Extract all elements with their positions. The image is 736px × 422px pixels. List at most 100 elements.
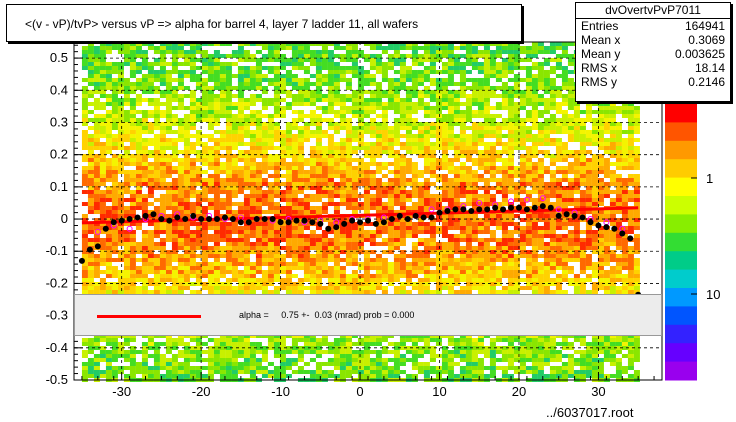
heatmap-cell [597, 202, 604, 206]
heatmap-cell [303, 274, 310, 278]
heatmap-cell [171, 142, 178, 146]
heatmap-cell [609, 134, 616, 138]
heatmap-cell [81, 202, 88, 206]
heatmap-cell [507, 78, 514, 82]
heatmap-cell [201, 210, 208, 214]
heatmap-cell [81, 154, 88, 158]
heatmap-cell [441, 102, 448, 106]
heatmap-cell [105, 226, 112, 230]
heatmap-cell [159, 198, 166, 202]
heatmap-cell [423, 282, 430, 286]
heatmap-cell [345, 202, 352, 206]
heatmap-cell [291, 258, 298, 262]
heatmap-cell [195, 238, 202, 242]
heatmap-cell [291, 82, 298, 86]
heatmap-cell [615, 218, 622, 222]
heatmap-cell [237, 98, 244, 102]
heatmap-cell [441, 54, 448, 58]
heatmap-cell [291, 206, 298, 210]
heatmap-cell [621, 246, 628, 250]
heatmap-cell [153, 150, 160, 154]
heatmap-cell [297, 66, 304, 70]
heatmap-cell [213, 110, 220, 114]
heatmap-cell [471, 138, 478, 142]
heatmap-cell [537, 150, 544, 154]
heatmap-cell [531, 138, 538, 142]
heatmap-cell [537, 138, 544, 142]
heatmap-cell [195, 266, 202, 270]
heatmap-cell [399, 210, 406, 214]
heatmap-cell [531, 274, 538, 278]
heatmap-cell [387, 142, 394, 146]
heatmap-cell [117, 66, 124, 70]
heatmap-cell [453, 90, 460, 94]
heatmap-cell [183, 242, 190, 246]
heatmap-cell [261, 66, 268, 70]
heatmap-cell [93, 122, 100, 126]
heatmap-cell [345, 206, 352, 210]
heatmap-cell [273, 194, 280, 198]
heatmap-cell [177, 98, 184, 102]
heatmap-cell [531, 50, 538, 54]
heatmap-cell [567, 182, 574, 186]
heatmap-cell [117, 122, 124, 126]
heatmap-cell [327, 174, 334, 178]
heatmap-cell [429, 66, 436, 70]
heatmap-cell [609, 242, 616, 246]
heatmap-cell [129, 230, 136, 234]
heatmap-cell [549, 278, 556, 282]
heatmap-cell [345, 198, 352, 202]
heatmap-cell [597, 166, 604, 170]
heatmap-cell [393, 122, 400, 126]
heatmap-cell [543, 118, 550, 122]
heatmap-cell [585, 202, 592, 206]
heatmap-cell [507, 158, 514, 162]
heatmap-cell [459, 102, 466, 106]
heatmap-cell [561, 270, 568, 274]
heatmap-cell [549, 210, 556, 214]
heatmap-cell [237, 262, 244, 266]
heatmap-cell [291, 74, 298, 78]
heatmap-cell [237, 58, 244, 62]
heatmap-cell [99, 242, 106, 246]
heatmap-cell [189, 146, 196, 150]
heatmap-cell [123, 102, 130, 106]
heatmap-cell [93, 262, 100, 266]
heatmap-cell [255, 242, 262, 246]
heatmap-cell [135, 222, 142, 226]
heatmap-cell [423, 54, 430, 58]
heatmap-cell [207, 58, 214, 62]
heatmap-cell [543, 278, 550, 282]
heatmap-cell [225, 270, 232, 274]
heatmap-cell [105, 170, 112, 174]
heatmap-cell [231, 114, 238, 118]
heatmap-cell [351, 110, 358, 114]
heatmap-cell [285, 126, 292, 130]
heatmap-cell [303, 54, 310, 58]
heatmap-cell [567, 282, 574, 286]
heatmap-cell [411, 246, 418, 250]
heatmap-cell [489, 62, 496, 66]
heatmap-cell [81, 278, 88, 282]
heatmap-cell [585, 242, 592, 246]
heatmap-cell [153, 246, 160, 250]
heatmap-cell [423, 246, 430, 250]
heatmap-cell [519, 170, 526, 174]
heatmap-cell [159, 214, 166, 218]
heatmap-cell [93, 226, 100, 230]
heatmap-cell [219, 238, 226, 242]
heatmap-cell [597, 198, 604, 202]
heatmap-cell [399, 250, 406, 254]
heatmap-cell [327, 134, 334, 138]
heatmap-cell [171, 98, 178, 102]
heatmap-cell [411, 78, 418, 82]
heatmap-cell [531, 282, 538, 286]
heatmap-cell [129, 194, 136, 198]
heatmap-cell [225, 166, 232, 170]
heatmap-cell [213, 122, 220, 126]
heatmap-cell [303, 98, 310, 102]
heatmap-cell [123, 42, 130, 46]
heatmap-cell [453, 154, 460, 158]
heatmap-cell [183, 274, 190, 278]
heatmap-cell [483, 110, 490, 114]
